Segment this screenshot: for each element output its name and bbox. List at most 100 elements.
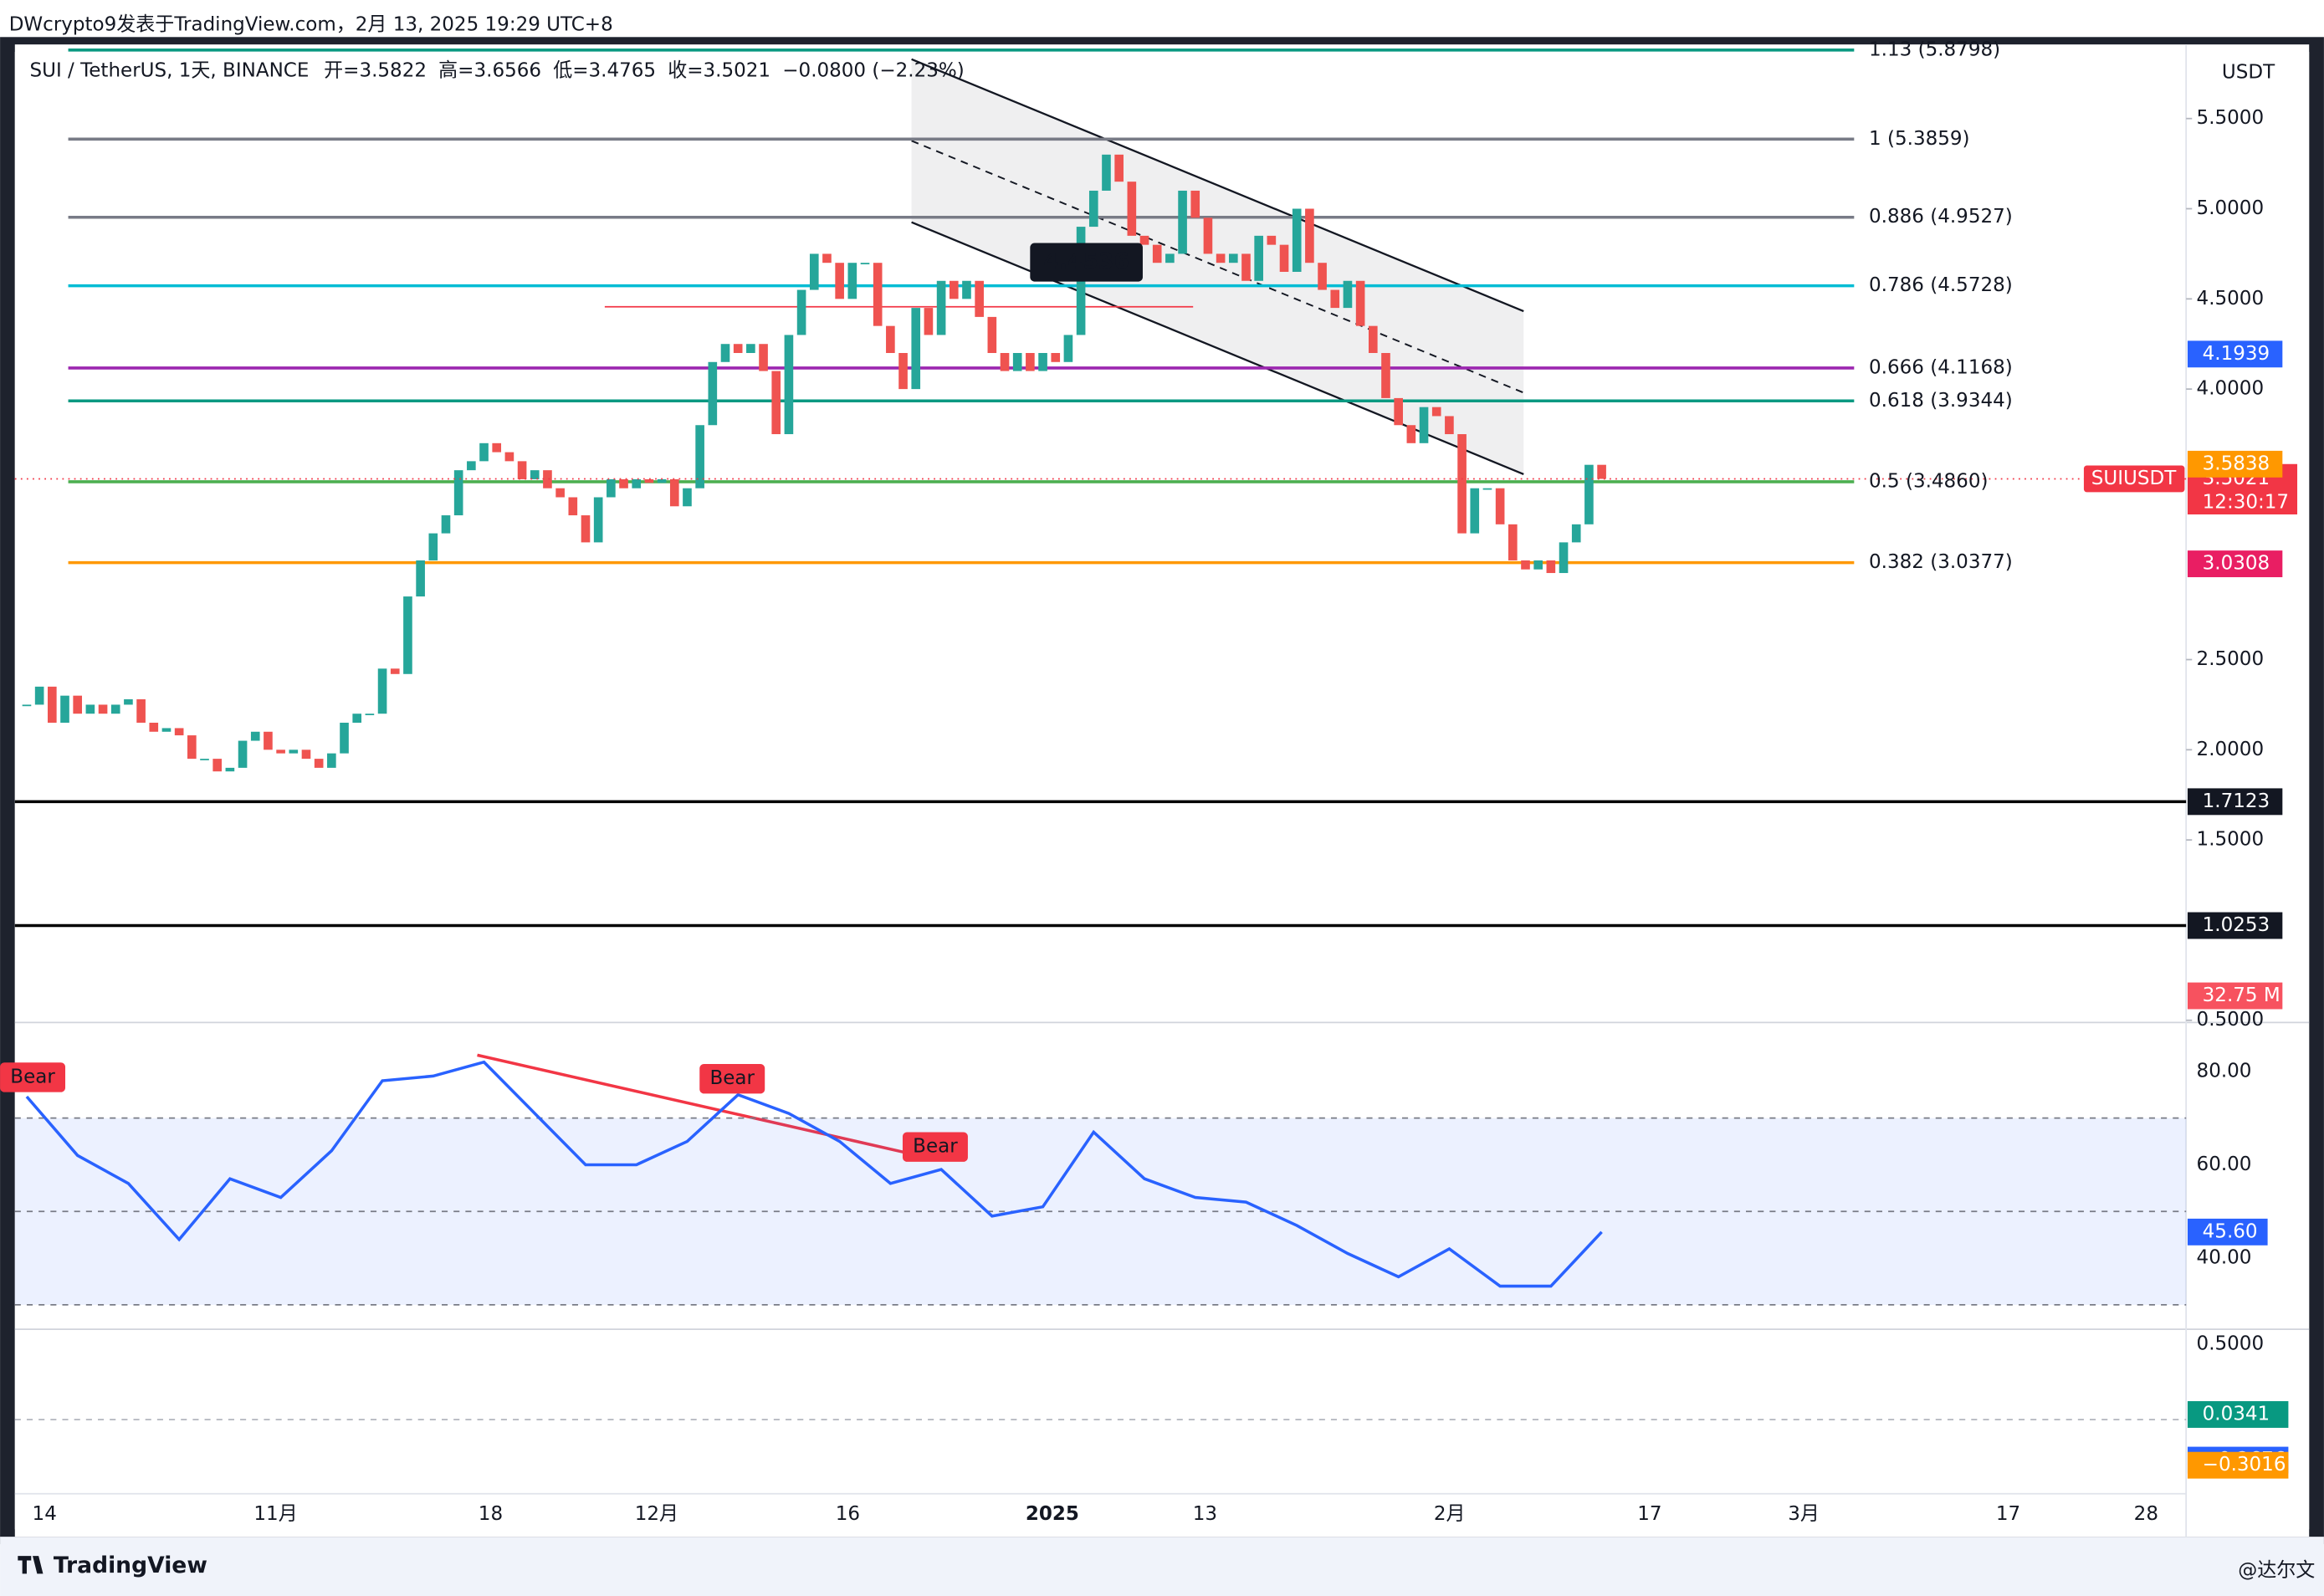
bear-label: Bear — [913, 1136, 958, 1158]
ohlc-label: 收= — [668, 60, 703, 82]
footer-bar — [0, 1537, 2324, 1596]
candle — [936, 280, 946, 335]
bear-label-box — [902, 1132, 968, 1162]
price-badge — [2187, 550, 2283, 578]
rsi-badge — [2187, 1218, 2268, 1246]
candle — [1457, 434, 1467, 534]
candle — [1216, 253, 1226, 263]
candle — [708, 361, 718, 426]
candle — [1102, 154, 1111, 191]
candle — [771, 371, 781, 435]
candle — [975, 280, 984, 317]
time-label: 28 — [2134, 1503, 2158, 1525]
candle — [1241, 253, 1251, 281]
fib-label: 1.13 (5.8798) — [1869, 38, 2000, 60]
candle — [110, 704, 120, 714]
candle — [98, 704, 108, 714]
channel-line — [911, 58, 1524, 313]
candle — [911, 308, 921, 390]
candle — [1305, 208, 1314, 263]
price-badge-text: 3.0308 — [2203, 553, 2270, 575]
rsi-line — [25, 1060, 1603, 1288]
candle — [733, 344, 743, 354]
candle — [1559, 542, 1569, 574]
candle — [428, 533, 438, 560]
ohlc-value: 3.5021 — [704, 60, 771, 82]
candle — [1546, 560, 1556, 574]
candle — [886, 325, 895, 354]
candle — [238, 740, 248, 768]
fib-label: 0.886 (4.9527) — [1869, 206, 2013, 228]
candle — [187, 735, 197, 760]
candle — [1597, 464, 1606, 479]
candle — [695, 425, 704, 489]
candle — [1508, 524, 1518, 560]
candle — [1368, 325, 1378, 354]
candle — [479, 442, 489, 462]
fib-label: 0.666 (4.1168) — [1869, 356, 2013, 378]
candle — [504, 452, 514, 462]
price-tick-label: 2.0000 — [2197, 739, 2265, 760]
candle — [759, 344, 768, 371]
candle — [1431, 407, 1441, 417]
rsi-badge-text: 45.60 — [2203, 1220, 2258, 1242]
candle — [1470, 488, 1480, 534]
ohlc-value: 3.6566 — [474, 60, 541, 82]
bear-label: Bear — [709, 1067, 755, 1089]
candle — [390, 668, 400, 674]
chart-area — [14, 44, 2310, 1537]
candle — [809, 253, 819, 290]
price-tick-label: 2.5000 — [2197, 648, 2265, 670]
candle — [1051, 353, 1061, 362]
candle — [835, 263, 844, 299]
candle — [352, 714, 362, 723]
bear-label-box — [0, 1062, 66, 1092]
macd-badge — [2187, 1451, 2289, 1479]
fib-label: 0.786 (4.5728) — [1869, 274, 2013, 296]
candle — [1152, 244, 1162, 263]
time-label: 11月 — [253, 1503, 297, 1525]
candle — [987, 316, 997, 354]
divergence-line — [477, 1053, 908, 1155]
candle — [1203, 217, 1213, 254]
candle — [1419, 407, 1429, 443]
candle — [1267, 235, 1277, 245]
rsi-tick-label: 40.00 — [2197, 1247, 2252, 1269]
candle — [161, 728, 171, 732]
candle — [1482, 488, 1492, 490]
price-tick-label: 5.0000 — [2197, 197, 2265, 219]
price-tick-label: 1.5000 — [2197, 829, 2265, 851]
chart-layer — [14, 49, 2193, 1421]
candle — [314, 759, 324, 768]
candle — [1279, 244, 1289, 272]
time-label: 2月 — [1434, 1503, 1466, 1525]
countdown-text: 12:30:17 — [2203, 491, 2289, 513]
macd-tick-label: 0.5000 — [2197, 1333, 2265, 1354]
candle — [492, 442, 502, 453]
candle — [746, 344, 755, 354]
candle — [555, 488, 565, 498]
candle — [720, 344, 730, 362]
candle — [250, 731, 260, 741]
ohlc-label: 开= — [324, 60, 359, 82]
time-label: 13 — [1193, 1503, 1217, 1525]
candle — [860, 263, 870, 264]
candle — [898, 353, 908, 390]
price-badge-text: 3.5838 — [2203, 453, 2270, 474]
candle — [124, 698, 133, 705]
price-badge-text: 4.1939 — [2203, 343, 2270, 365]
candle — [1571, 524, 1581, 543]
rsi-tick-label: 60.00 — [2197, 1154, 2252, 1175]
candle — [1292, 208, 1302, 272]
candle — [73, 695, 83, 714]
candle — [1026, 353, 1035, 371]
candle — [340, 722, 349, 754]
ohlc-label: 低= — [553, 60, 588, 82]
candle — [136, 698, 146, 723]
candle — [48, 686, 57, 723]
candle — [517, 461, 527, 479]
ohlc-label: 高= — [438, 60, 474, 82]
candle — [530, 470, 540, 479]
candle — [365, 714, 375, 715]
tooltip-text: 4.4536 — [1043, 248, 1129, 274]
